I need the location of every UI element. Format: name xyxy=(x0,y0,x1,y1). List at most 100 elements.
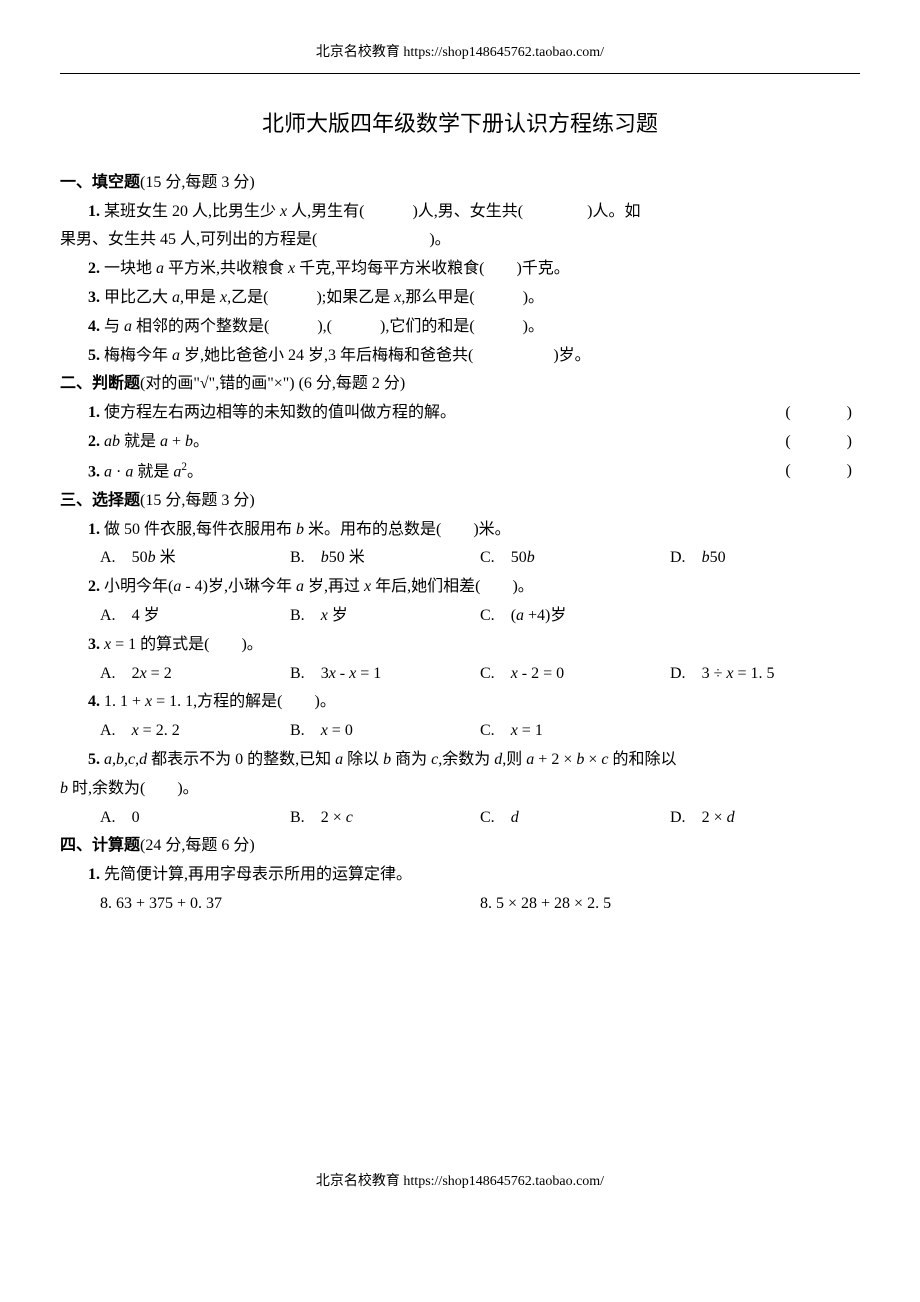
s1-q3-v1: a xyxy=(172,289,180,306)
s3-q1-c-t: 50 xyxy=(511,549,527,566)
s3-q1-t1: 做 50 件衣服,每件衣服用布 xyxy=(104,521,296,538)
s3-q5-v4: d xyxy=(139,751,147,768)
s4-q1-e1: 8. 63 + 375 + 0. 37 xyxy=(100,895,222,912)
s1-q2: 2. 一块地 a 平方米,共收粮食 x 千克,平均每平方米收粮食( )千克。 xyxy=(88,255,860,284)
s3-q1-a-l: A. xyxy=(100,549,132,566)
section-3-score: (15 分,每题 3 分) xyxy=(140,492,255,509)
s3-q5-t11: 的和除以 xyxy=(608,751,676,768)
s3-q5-num: 5. xyxy=(88,751,104,768)
s2-q2-t2: + xyxy=(168,433,185,450)
s1-q4-t1: 与 xyxy=(104,318,124,335)
section-2-score: (对的画"√",错的画"×") (6 分,每题 2 分) xyxy=(140,375,405,392)
section-3: 三、选择题(15 分,每题 3 分) xyxy=(60,487,860,516)
s1-q1-cont: 果男、女生共 45 人,可列出的方程是( )。 xyxy=(60,226,860,255)
s2-q3-t3: 。 xyxy=(187,463,203,480)
s2-q2-v3: b xyxy=(185,433,193,450)
s3-q5-v1: a xyxy=(104,751,112,768)
s3-q3-a-t1: 2 xyxy=(132,665,140,682)
s3-q5-d-t1: 2 × xyxy=(702,809,727,826)
s3-q1-b-v: b xyxy=(321,549,329,566)
s2-q2-v1: ab xyxy=(104,433,120,450)
s3-q5-a-t: 0 xyxy=(132,809,140,826)
section-3-heading: 三、选择题 xyxy=(60,492,140,509)
s3-q2-num: 2. xyxy=(88,578,104,595)
s3-q5-b-v: c xyxy=(346,809,353,826)
s1-q2-v1: a xyxy=(156,260,164,277)
section-1-score: (15 分,每题 3 分) xyxy=(140,174,255,191)
s4-q1-exprs: 8. 63 + 375 + 0. 37 8. 5 × 28 + 28 × 2. … xyxy=(100,890,860,919)
s3-q3-c: C. x - 2 = 0 xyxy=(480,660,670,689)
s3-q5: 5. a,b,c,d 都表示不为 0 的整数,已知 a 除以 b 商为 c,余数… xyxy=(88,746,860,775)
s1-q3-num: 3. xyxy=(88,289,104,306)
s2-q2-t1: 就是 xyxy=(120,433,160,450)
s3-q3-a-t2: = 2 xyxy=(147,665,172,682)
s3-q5-cont: b 时,余数为( )。 xyxy=(60,775,860,804)
s3-q1: 1. 做 50 件衣服,每件衣服用布 b 米。用布的总数是( )米。 xyxy=(88,516,860,545)
s3-q2-c-t2: +4)岁 xyxy=(524,607,566,624)
s2-q2-t3: 。 xyxy=(193,433,209,450)
s2-q2-v2: a xyxy=(160,433,168,450)
s3-q3-num: 3. xyxy=(88,636,104,653)
s3-q5-t7: ,余数为 xyxy=(438,751,494,768)
s3-q3-a: A. 2x = 2 xyxy=(100,660,290,689)
s3-q2-t3: 岁,再过 xyxy=(304,578,364,595)
s3-q3-c-l: C. xyxy=(480,665,511,682)
s3-q3-t1: = 1 的算式是( )。 xyxy=(111,636,263,653)
s2-q1: ( ) 1. 使方程左右两边相等的未知数的值叫做方程的解。 xyxy=(88,399,860,428)
s3-q1-d-l: D. xyxy=(670,549,702,566)
header-url: 北京名校教育 https://shop148645762.taobao.com/ xyxy=(60,40,860,74)
footer-url: 北京名校教育 https://shop148645762.taobao.com/ xyxy=(60,1169,860,1194)
s2-q3-t1: · xyxy=(112,463,125,480)
s4-q1-num: 1. xyxy=(88,866,104,883)
section-4-score: (24 分,每题 6 分) xyxy=(140,837,255,854)
s3-q1-choices: A. 50b 米 B. b50 米 C. 50b D. b50 xyxy=(100,544,860,573)
s3-q2-b-l: B. xyxy=(290,607,321,624)
s1-q5: 5. 梅梅今年 a 岁,她比爸爸小 24 岁,3 年后梅梅和爸爸共( )岁。 xyxy=(88,342,860,371)
s3-q4-a-l: A. xyxy=(100,722,132,739)
s3-q5-t5: 除以 xyxy=(343,751,383,768)
s1-q5-t2: 岁,她比爸爸小 24 岁,3 年后梅梅和爸爸共( )岁。 xyxy=(180,347,591,364)
s1-q4-num: 4. xyxy=(88,318,104,335)
s4-q1-expr2: 8. 5 × 28 + 28 × 2. 5 xyxy=(480,890,860,919)
s3-q5-t8: ,则 xyxy=(502,751,526,768)
s3-q1-c-v: b xyxy=(527,549,535,566)
s3-q5-t6: 商为 xyxy=(391,751,431,768)
s1-q1-t1: 某班女生 20 人,比男生少 xyxy=(104,203,280,220)
s3-q4-b-l: B. xyxy=(290,722,321,739)
s3-q4-c-t: = 1 xyxy=(518,722,543,739)
s4-q1-t: 先简便计算,再用字母表示所用的运算定律。 xyxy=(104,866,412,883)
s4-q1-e2: 8. 5 × 28 + 28 × 2. 5 xyxy=(480,895,611,912)
section-1: 一、填空题(15 分,每题 3 分) xyxy=(60,169,860,198)
s3-q5-v6: b xyxy=(383,751,391,768)
s3-q5-t9: + 2 × xyxy=(534,751,576,768)
s3-q4-b-v: x xyxy=(321,722,328,739)
s2-q3-num: 3. xyxy=(88,463,104,480)
s3-q5-c-l: C. xyxy=(480,809,511,826)
s3-q2-v2: a xyxy=(296,578,304,595)
s3-q5-a-l: A. xyxy=(100,809,132,826)
s3-q3: 3. x = 1 的算式是( )。 xyxy=(88,631,860,660)
s2-q1-paren: ( ) xyxy=(785,399,860,428)
s3-q5-c-v: d xyxy=(511,809,519,826)
s3-q2-c-l: C. xyxy=(480,607,511,624)
s3-q1-d-t: 50 xyxy=(710,549,726,566)
s1-q3-t3: ,乙是( );如果乙是 xyxy=(227,289,394,306)
s3-q1-t2: 米。用布的总数是( )米。 xyxy=(304,521,511,538)
s3-q2-b-v: x xyxy=(321,607,328,624)
page-title: 北师大版四年级数学下册认识方程练习题 xyxy=(60,104,860,144)
s3-q4-a-t: = 2. 2 xyxy=(139,722,180,739)
s1-q5-num: 5. xyxy=(88,347,104,364)
s1-q4: 4. 与 a 相邻的两个整数是( ),( ),它们的和是( )。 xyxy=(88,313,860,342)
s4-q1-expr1: 8. 63 + 375 + 0. 37 xyxy=(100,890,480,919)
s3-q1-b-l: B. xyxy=(290,549,321,566)
s3-q3-d-l: D. xyxy=(670,665,702,682)
s1-q1-num: 1. xyxy=(88,203,104,220)
section-1-heading: 一、填空题 xyxy=(60,174,140,191)
s3-q4-b: B. x = 0 xyxy=(290,717,480,746)
s3-q4-t2: = 1. 1,方程的解是( )。 xyxy=(152,693,336,710)
s3-q1-a-t1: 50 xyxy=(132,549,148,566)
s3-q1-b-t: 50 米 xyxy=(329,549,365,566)
s3-q5-t10: × xyxy=(584,751,601,768)
s1-q4-t2: 相邻的两个整数是( ),( ),它们的和是( )。 xyxy=(132,318,544,335)
s3-q2-t2: - 4)岁,小琳今年 xyxy=(181,578,296,595)
